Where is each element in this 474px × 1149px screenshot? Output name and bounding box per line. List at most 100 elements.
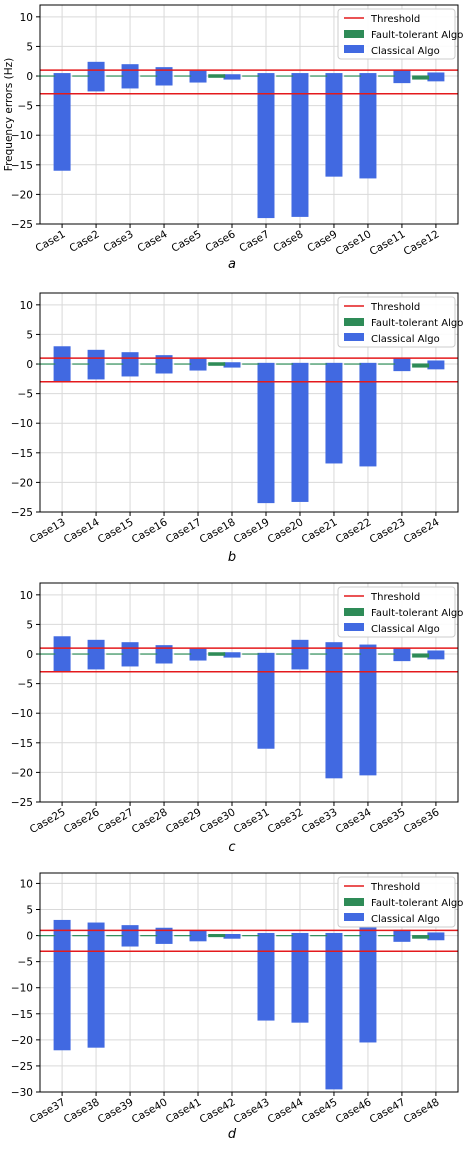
bar-fault-tolerant — [38, 363, 56, 365]
bar-classical — [155, 927, 173, 944]
y-tick-label: 5 — [26, 41, 33, 53]
x-tick-label: Case37 — [28, 1096, 68, 1126]
y-tick-label: 0 — [26, 71, 33, 83]
bar-fault-tolerant — [242, 363, 260, 365]
y-tick-label: −5 — [18, 957, 33, 969]
x-tick-label: Case33 — [300, 806, 340, 836]
legend-swatch-classical — [344, 333, 364, 341]
bar-classical — [359, 927, 377, 1043]
y-tick-label: −30 — [11, 1087, 33, 1099]
bar-fault-tolerant — [208, 652, 226, 656]
bar-fault-tolerant — [106, 935, 124, 937]
legend-label-classical: Classical Algo — [371, 46, 440, 57]
y-tick-label: −10 — [11, 418, 33, 430]
bar-fault-tolerant — [378, 75, 396, 77]
x-tick-label: Case36 — [402, 806, 442, 836]
legend-swatch-fault-tolerant — [344, 608, 364, 616]
bar-classical — [393, 647, 411, 662]
x-tick-label: Case8 — [271, 228, 305, 255]
legend-label-fault-tolerant: Fault-tolerant Algo — [371, 898, 463, 909]
subfigure-label: c — [228, 840, 235, 855]
chart-panel-b: 1050−5−10−15−20−25Case13Case14Case15Case… — [11, 292, 463, 565]
bar-classical — [121, 352, 139, 377]
x-tick-label: Case24 — [402, 516, 442, 546]
x-tick-label: Case40 — [130, 1096, 170, 1126]
x-tick-label: Case4 — [135, 228, 169, 255]
y-tick-label: −5 — [18, 679, 33, 691]
bar-fault-tolerant — [378, 363, 396, 365]
bar-classical — [257, 362, 275, 504]
bar-classical — [87, 922, 105, 1048]
bar-fault-tolerant — [310, 363, 328, 365]
bar-classical — [87, 61, 105, 92]
y-tick-label: −10 — [11, 983, 33, 995]
bar-classical — [189, 70, 207, 83]
bar-fault-tolerant — [174, 935, 192, 937]
bar-classical — [189, 648, 207, 661]
bar-classical — [189, 930, 207, 942]
legend-label-threshold: Threshold — [370, 14, 420, 25]
bar-classical — [393, 69, 411, 84]
y-tick-label: 5 — [26, 619, 33, 631]
bar-classical — [359, 362, 377, 467]
bar-fault-tolerant — [344, 935, 362, 937]
bar-classical — [291, 932, 309, 1023]
bar-classical — [427, 360, 445, 370]
bar-classical — [121, 642, 139, 667]
bar-fault-tolerant — [208, 362, 226, 366]
legend-swatch-classical — [344, 913, 364, 921]
x-tick-label: Case26 — [62, 806, 102, 836]
legend-box — [337, 8, 456, 60]
x-tick-label: Case21 — [300, 516, 340, 546]
bar-fault-tolerant — [310, 935, 328, 937]
x-tick-label: Case20 — [266, 516, 306, 546]
plot-frame — [39, 872, 459, 1093]
legend-swatch-fault-tolerant — [344, 318, 364, 326]
x-tick-label: Case22 — [334, 516, 374, 546]
x-tick-label: Case19 — [232, 516, 272, 546]
bar-fault-tolerant — [378, 935, 396, 937]
x-tick-label: Case3 — [102, 228, 136, 255]
bar-classical — [223, 652, 241, 658]
x-tick-label: Case17 — [164, 516, 204, 546]
x-tick-label: Case2 — [68, 228, 102, 255]
legend: Threshold Fault-tolerant Algo Classical Al… — [337, 876, 463, 928]
y-tick-label: −5 — [18, 101, 33, 113]
bar-classical — [257, 932, 275, 1021]
legend: Threshold Fault-tolerant Algo Classical Al… — [337, 296, 463, 348]
y-tick-label: −25 — [11, 1061, 33, 1073]
y-tick-label: 5 — [26, 905, 33, 917]
bar-classical — [291, 362, 309, 502]
bar-fault-tolerant — [106, 75, 124, 77]
y-tick-label: −10 — [11, 708, 33, 720]
bar-fault-tolerant — [276, 75, 294, 77]
bar-classical — [87, 349, 105, 380]
bar-fault-tolerant — [174, 75, 192, 77]
bar-fault-tolerant — [276, 363, 294, 365]
x-tick-label: Case18 — [198, 516, 238, 546]
bar-classical — [393, 357, 411, 372]
bar-classical — [325, 642, 343, 779]
x-tick-label: Case43 — [232, 1096, 272, 1126]
bar-classical — [393, 929, 411, 942]
x-tick-label: Case30 — [198, 806, 238, 836]
bar-classical — [325, 932, 343, 1090]
legend: Threshold Fault-tolerant Algo Classical Al… — [337, 586, 463, 638]
bar-fault-tolerant — [276, 935, 294, 937]
y-tick-label: −15 — [11, 160, 33, 172]
y-tick-label: −10 — [11, 130, 33, 142]
bar-fault-tolerant — [106, 653, 124, 655]
y-axis-label: Frequency errors (Hz) — [3, 58, 15, 171]
x-tick-label: Case6 — [203, 228, 237, 255]
x-tick-label: Case29 — [164, 806, 204, 836]
y-tick-label: 10 — [20, 878, 33, 890]
x-tick-label: Case41 — [164, 1096, 204, 1126]
x-tick-label: Case31 — [232, 806, 272, 836]
x-tick-label: Case44 — [266, 1096, 306, 1126]
x-tick-label: Case35 — [368, 806, 408, 836]
y-tick-label: −25 — [11, 797, 33, 809]
bar-fault-tolerant — [208, 934, 226, 938]
legend-label-fault-tolerant: Fault-tolerant Algo — [371, 30, 463, 41]
x-tick-label: Case13 — [28, 516, 68, 546]
